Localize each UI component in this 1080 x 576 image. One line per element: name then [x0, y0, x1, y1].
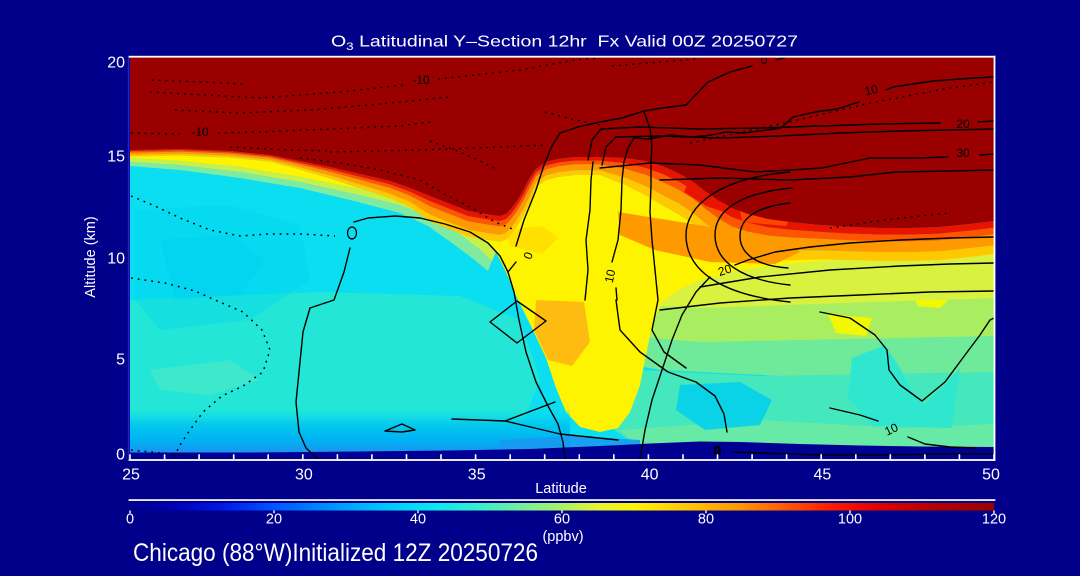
svg-text:(ppbv): (ppbv): [542, 529, 583, 545]
svg-text:5: 5: [116, 352, 125, 369]
svg-text:Latitude: Latitude: [535, 481, 587, 497]
svg-text:Chicago (88°W)Initialized 12Z: Chicago (88°W)Initialized 12Z 20250726: [133, 539, 538, 567]
svg-text:40: 40: [410, 512, 426, 528]
svg-text:10: 10: [107, 251, 125, 268]
svg-text:0: 0: [126, 512, 134, 528]
svg-text:80: 80: [698, 512, 714, 528]
svg-text:0: 0: [714, 444, 721, 458]
svg-text:20: 20: [956, 117, 970, 131]
svg-text:10: 10: [602, 268, 619, 284]
svg-text:10: 10: [863, 82, 879, 99]
svg-text:30: 30: [295, 467, 313, 484]
svg-text:-10: -10: [191, 125, 209, 139]
svg-text:20: 20: [266, 512, 282, 528]
svg-text:20: 20: [107, 55, 125, 72]
svg-text:25: 25: [122, 467, 140, 484]
svg-text:100: 100: [838, 512, 862, 528]
svg-text:60: 60: [554, 512, 570, 528]
svg-text:0: 0: [116, 447, 125, 464]
svg-text:O3 Latitudinal Y–Section 12hr: O3 Latitudinal Y–Section 12hr Fx Valid 0…: [331, 34, 798, 54]
svg-text:30: 30: [956, 146, 970, 160]
svg-text:20: 20: [716, 261, 733, 279]
svg-text:-10: -10: [412, 73, 430, 87]
svg-text:50: 50: [982, 467, 1000, 484]
svg-text:Altitude (km): Altitude (km): [83, 216, 99, 297]
svg-text:45: 45: [814, 467, 832, 484]
svg-text:0: 0: [761, 53, 768, 67]
svg-text:0: 0: [521, 250, 537, 261]
svg-text:35: 35: [468, 467, 486, 484]
svg-text:10: 10: [882, 420, 900, 438]
svg-text:15: 15: [107, 149, 125, 166]
svg-text:40: 40: [641, 467, 659, 484]
svg-text:120: 120: [982, 512, 1006, 528]
